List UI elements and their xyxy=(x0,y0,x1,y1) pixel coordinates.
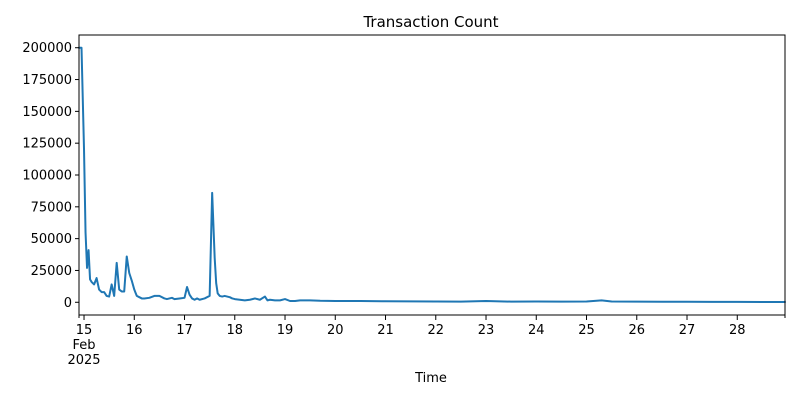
x-tick-label: 17 xyxy=(176,323,193,338)
y-tick-label: 100000 xyxy=(22,169,72,184)
x-tick-label: 27 xyxy=(679,323,696,338)
x-axis-label: Time xyxy=(414,371,447,386)
y-tick-label: 75000 xyxy=(31,200,72,215)
x-tick-label: 22 xyxy=(427,323,444,338)
x-tick-label: 23 xyxy=(478,323,495,338)
x-date-sublabel: 2025 xyxy=(67,353,100,368)
x-tick-label: 19 xyxy=(277,323,294,338)
x-tick-label: 28 xyxy=(729,323,746,338)
plot-area xyxy=(78,46,786,304)
y-tick-label: 25000 xyxy=(31,264,72,279)
y-tick-label: 175000 xyxy=(22,73,72,88)
y-tick-label: 0 xyxy=(64,296,72,311)
x-date-sublabel: Feb xyxy=(73,338,96,353)
y-tick-label: 125000 xyxy=(22,137,72,152)
y-tick-label: 200000 xyxy=(22,41,72,56)
x-tick-label: 15 xyxy=(76,323,93,338)
x-tick-label: 24 xyxy=(528,323,545,338)
x-tick-label: 25 xyxy=(578,323,595,338)
series-line xyxy=(78,46,786,304)
y-tick-label: 150000 xyxy=(22,105,72,120)
x-tick-label: 16 xyxy=(126,323,143,338)
x-tick-label: 20 xyxy=(327,323,344,338)
x-tick-label: 18 xyxy=(226,323,243,338)
y-tick-label: 50000 xyxy=(31,232,72,247)
chart-title: Transaction Count xyxy=(362,13,498,31)
x-tick-label: 26 xyxy=(628,323,645,338)
x-tick-label: 21 xyxy=(377,323,394,338)
